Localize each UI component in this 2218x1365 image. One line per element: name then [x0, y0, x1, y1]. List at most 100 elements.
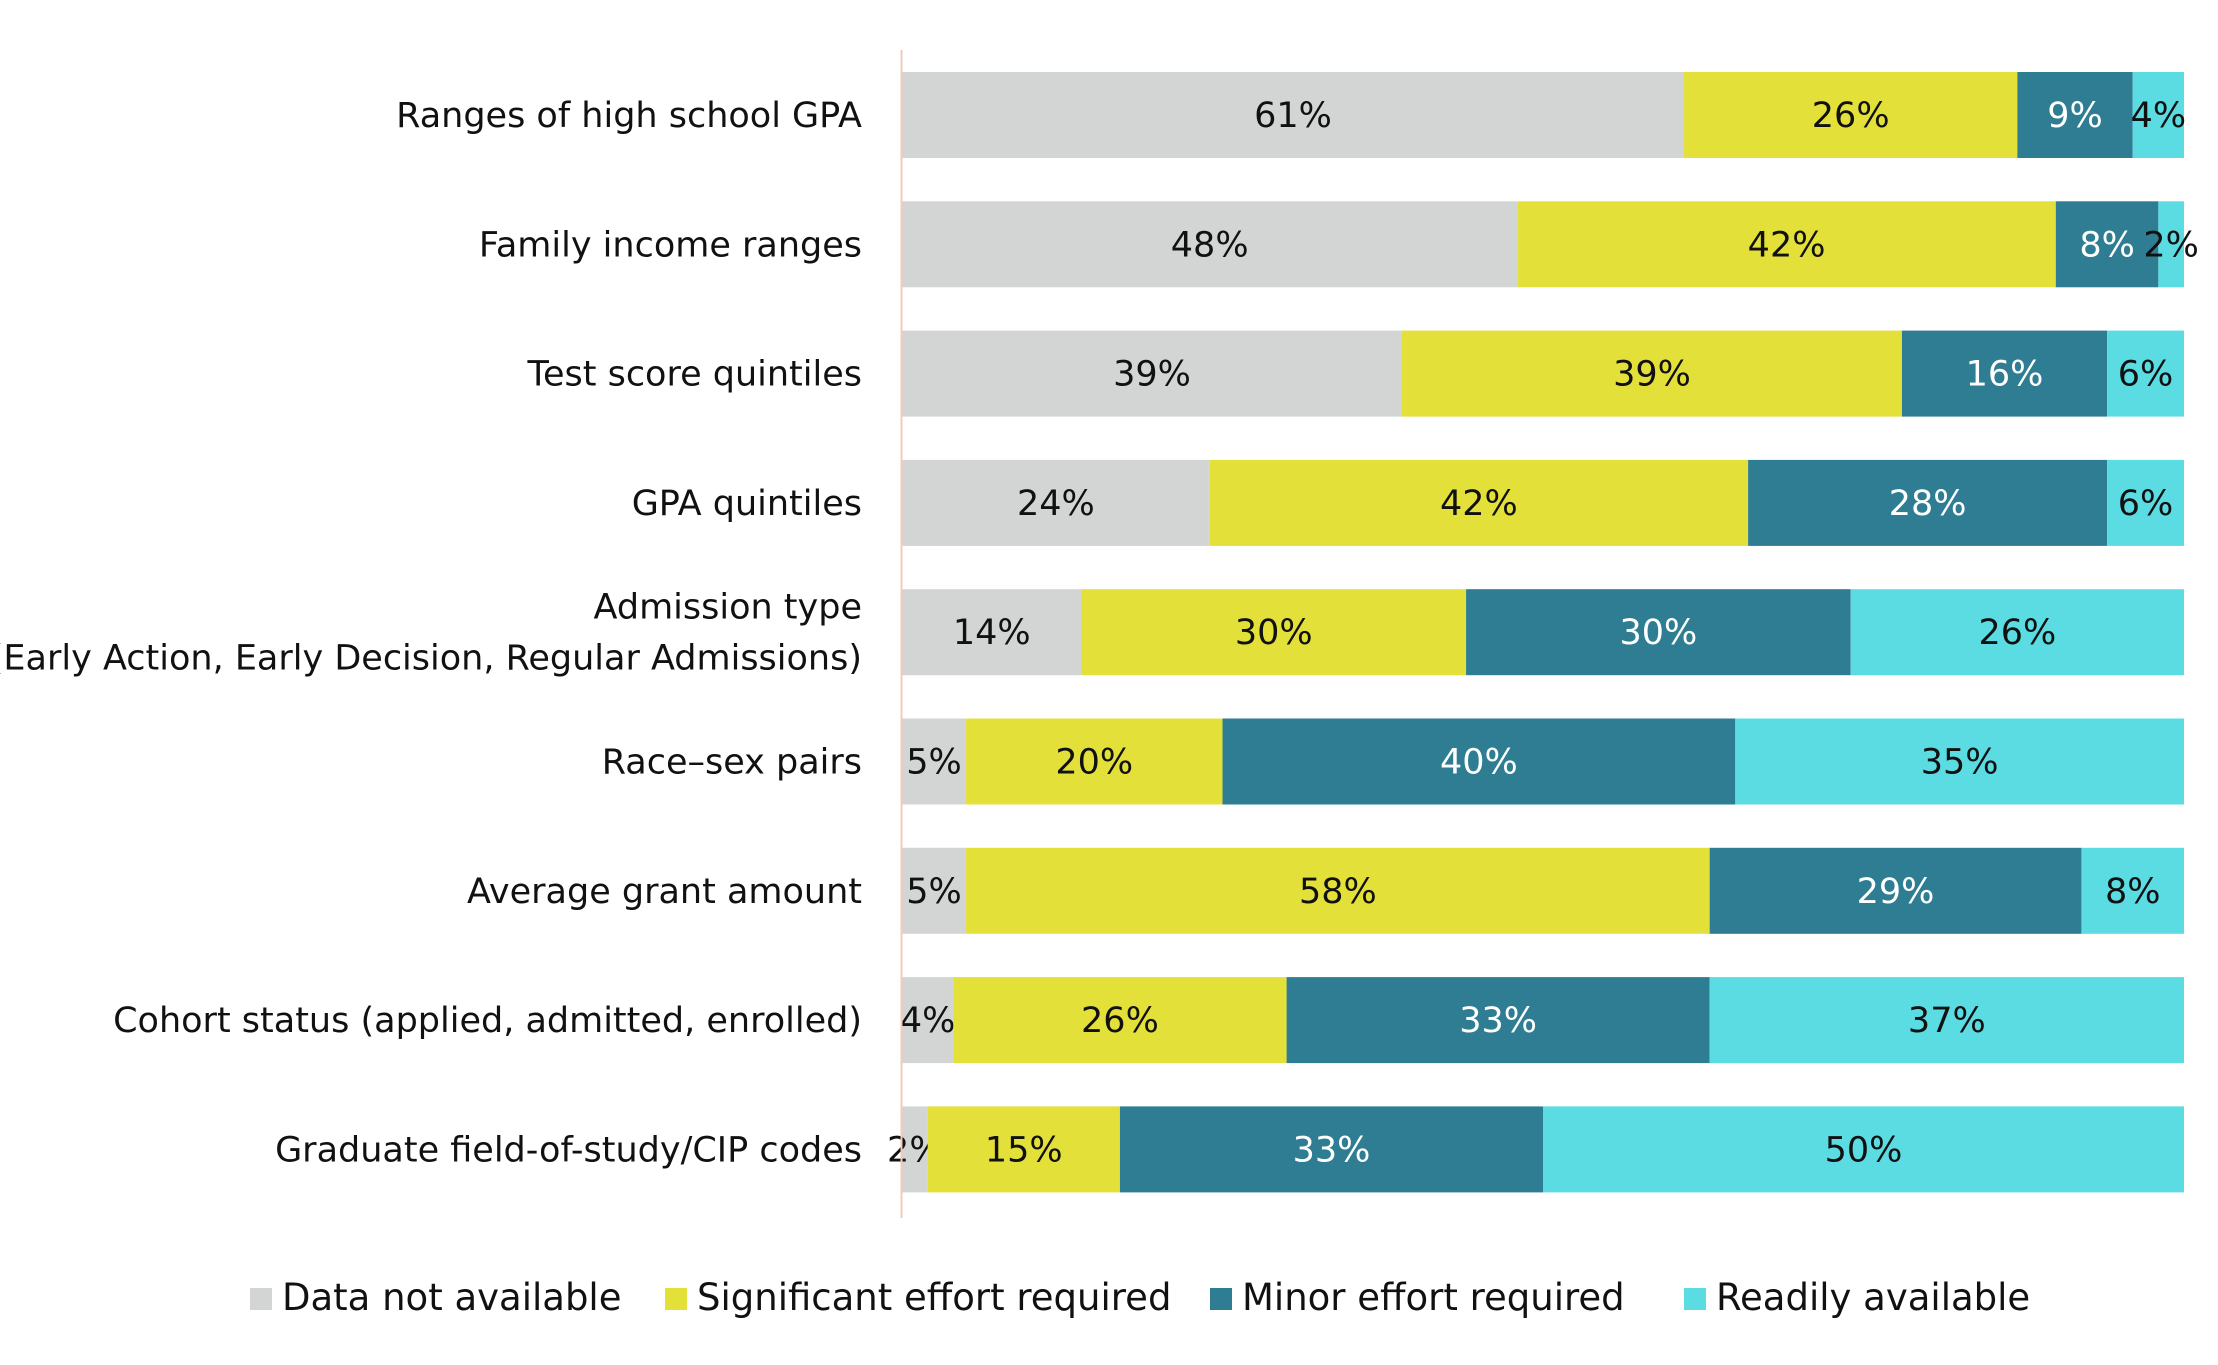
bar-segment — [1286, 977, 1710, 1064]
bar-segment — [2107, 330, 2184, 417]
bar-segment — [2055, 201, 2159, 288]
data-label: 30% — [1235, 613, 1313, 653]
category-label: Cohort status (applied, admitted, enroll… — [113, 1001, 862, 1041]
data-label: 37% — [1908, 1001, 1986, 1041]
bar-segment — [953, 977, 1287, 1064]
bar-row: 61% 26% 9% 4% — [902, 72, 2186, 158]
category-label: Family income ranges — [479, 225, 862, 265]
data-label: 4% — [2131, 96, 2187, 136]
bar-segment — [966, 718, 1223, 805]
data-label: 39% — [1613, 355, 1691, 395]
bar-segment — [1466, 589, 1851, 676]
bar-segment — [902, 589, 1082, 676]
data-label: 20% — [1055, 743, 1133, 783]
data-label: 14% — [953, 613, 1031, 653]
data-label: 42% — [1748, 225, 1826, 265]
bar-segment — [1081, 589, 1467, 676]
legend-swatch — [1684, 1288, 1706, 1310]
data-label: 4% — [900, 1001, 956, 1041]
bar-segment — [1709, 847, 2082, 934]
data-label: 24% — [1017, 484, 1095, 524]
bar-row: 4% 26% 33% 37% — [900, 977, 2184, 1064]
bar-segment — [1401, 330, 1902, 417]
legend-label: Minor effort required — [1242, 1276, 1625, 1319]
data-label: 29% — [1857, 872, 1935, 912]
bar-segment — [2107, 459, 2184, 546]
bar-segment — [1735, 718, 2184, 805]
bar-segment — [902, 1106, 928, 1193]
data-label: 30% — [1619, 613, 1697, 653]
data-label: 8% — [2079, 225, 2135, 265]
category-label: GPA quintiles — [632, 484, 862, 524]
data-label: 6% — [2118, 355, 2174, 395]
data-label: 35% — [1921, 743, 1999, 783]
data-label: 26% — [1978, 613, 2056, 653]
bar-segment — [2081, 847, 2184, 934]
data-label: 58% — [1299, 872, 1377, 912]
bar-segment — [902, 459, 1210, 546]
data-label: 26% — [1812, 96, 1890, 136]
bar-row: 5% 20% 40% 35% — [902, 718, 2184, 805]
data-label: 42% — [1440, 484, 1518, 524]
bar-row: 2% 15% 33% 50% — [887, 1106, 2184, 1193]
data-label: 8% — [2105, 872, 2161, 912]
bar-segment — [966, 847, 1710, 934]
bar-segment — [2158, 201, 2184, 288]
bar-segment — [1209, 459, 1749, 546]
legend-swatch — [665, 1288, 687, 1310]
data-label: 5% — [906, 872, 962, 912]
bar-row: 39% 39% 16% 6% — [902, 330, 2184, 417]
data-label: 28% — [1889, 484, 1967, 524]
legend-swatch — [1210, 1288, 1232, 1310]
bar-row: 48% 42% 8% 2% — [902, 201, 2199, 288]
bar-row: 14% 30% 30% 26% — [902, 589, 2184, 676]
data-label: 16% — [1966, 355, 2044, 395]
bar-segment — [1517, 201, 2056, 288]
bar-segment — [2017, 72, 2133, 158]
bar-segment — [1543, 1106, 2184, 1193]
data-label: 15% — [985, 1130, 1063, 1170]
data-label: 33% — [1459, 1001, 1537, 1041]
bar-segment — [902, 72, 1685, 158]
bar-segment — [902, 201, 1518, 288]
bar-segment — [927, 1106, 1120, 1193]
legend-swatch — [250, 1288, 272, 1310]
legend-label: Data not available — [282, 1276, 621, 1319]
bar-segment — [1684, 72, 2018, 158]
data-label: 48% — [1171, 225, 1249, 265]
category-label: Graduate field-of-study/CIP codes — [275, 1130, 862, 1170]
data-label: 33% — [1293, 1130, 1371, 1170]
bar-row: 24% 42% 28% 6% — [902, 459, 2184, 546]
bar-segment — [2132, 72, 2184, 158]
bar-segment — [1748, 459, 2108, 546]
category-label: Race–sex pairs — [602, 743, 862, 783]
data-label: 61% — [1254, 96, 1332, 136]
data-label: 39% — [1113, 355, 1191, 395]
bar-segment — [902, 977, 954, 1064]
data-label: 6% — [2118, 484, 2174, 524]
bar-segment — [902, 847, 967, 934]
data-label: 26% — [1081, 1001, 1159, 1041]
bar-segment — [1850, 589, 2184, 676]
bar-segment — [902, 330, 1402, 417]
data-label: 50% — [1825, 1130, 1903, 1170]
data-label: 40% — [1440, 743, 1518, 783]
bar-segment — [1901, 330, 2108, 417]
legend: Data not available Significant effort req… — [250, 1276, 2030, 1319]
category-label: Average grant amount — [467, 872, 862, 912]
data-label: 5% — [906, 743, 962, 783]
category-label: Admission type (Early Action, Early Decis… — [0, 588, 862, 679]
bar-segment — [1222, 718, 1736, 805]
legend-label: Readily available — [1716, 1276, 2030, 1319]
data-label: 2% — [2143, 225, 2199, 265]
bar-segment — [902, 718, 967, 805]
data-label: 9% — [2047, 96, 2103, 136]
category-label: Test score quintiles — [527, 355, 862, 395]
legend-label: Significant effort required — [697, 1276, 1171, 1319]
category-label: Ranges of high school GPA — [396, 96, 862, 136]
bar-segment — [1119, 1106, 1543, 1193]
bar-row: 5% 58% 29% 8% — [902, 847, 2184, 934]
bar-segment — [1709, 977, 2184, 1064]
